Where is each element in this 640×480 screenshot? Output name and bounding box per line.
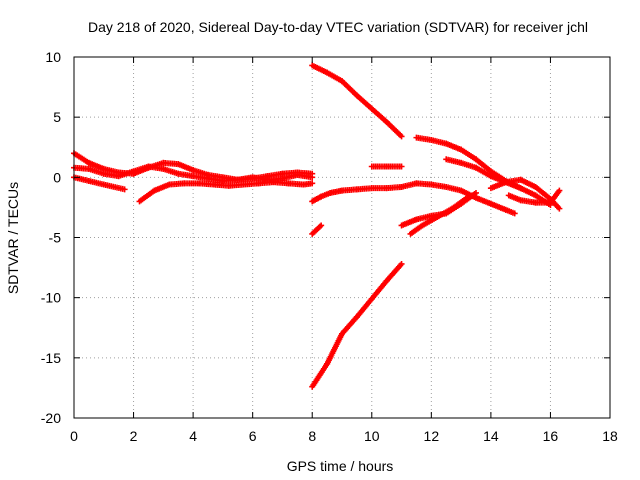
data-point bbox=[318, 222, 325, 229]
data-point bbox=[398, 133, 405, 140]
x-tick-label: 18 bbox=[602, 428, 618, 444]
y-tick-label: -20 bbox=[41, 410, 61, 426]
x-axis-label: GPS time / hours bbox=[287, 458, 394, 474]
series-arc-e bbox=[309, 62, 405, 140]
series-arc-d bbox=[136, 179, 316, 205]
data-point bbox=[398, 260, 405, 267]
series-arc-f bbox=[309, 180, 518, 217]
data-point bbox=[464, 194, 471, 201]
data-point bbox=[121, 186, 128, 193]
x-tick-label: 12 bbox=[424, 428, 440, 444]
grid-lines bbox=[74, 57, 610, 418]
data-points bbox=[71, 62, 563, 390]
x-tick-label: 8 bbox=[308, 428, 316, 444]
series-arc-m bbox=[407, 194, 471, 237]
data-point bbox=[556, 205, 563, 212]
x-tick-label: 4 bbox=[189, 428, 197, 444]
y-axis-label: SDTVAR / TECUs bbox=[5, 182, 21, 294]
data-point bbox=[309, 180, 316, 187]
y-tick-label: -15 bbox=[41, 350, 61, 366]
y-tick-label: 5 bbox=[53, 109, 61, 125]
x-tick-label: 10 bbox=[364, 428, 380, 444]
data-point bbox=[511, 210, 518, 217]
series-arc-c bbox=[71, 174, 128, 193]
data-point bbox=[556, 187, 563, 194]
series-arc-a bbox=[71, 150, 316, 183]
x-tick-label: 16 bbox=[543, 428, 559, 444]
series-arc-i bbox=[368, 163, 405, 170]
data-point bbox=[309, 174, 316, 181]
y-tick-label: 10 bbox=[45, 49, 61, 65]
data-point bbox=[398, 163, 405, 170]
y-tick-label: -5 bbox=[49, 230, 62, 246]
data-point bbox=[473, 189, 479, 196]
x-tick-label: 0 bbox=[70, 428, 78, 444]
series-arc-h bbox=[309, 260, 405, 390]
y-tick-label: -10 bbox=[41, 290, 61, 306]
chart-title: Day 218 of 2020, Sidereal Day-to-day VTE… bbox=[88, 19, 588, 35]
series-arc-o bbox=[505, 187, 563, 206]
x-tick-label: 2 bbox=[130, 428, 138, 444]
x-tick-label: 14 bbox=[483, 428, 499, 444]
y-tick-label: 0 bbox=[53, 169, 61, 185]
axes: 0 2 4 6 8 10 12 14 16 18 -20 -15 -10 -5 0 5 10 bbox=[41, 49, 618, 444]
x-tick-label: 6 bbox=[249, 428, 257, 444]
series-arc-g bbox=[309, 222, 325, 237]
